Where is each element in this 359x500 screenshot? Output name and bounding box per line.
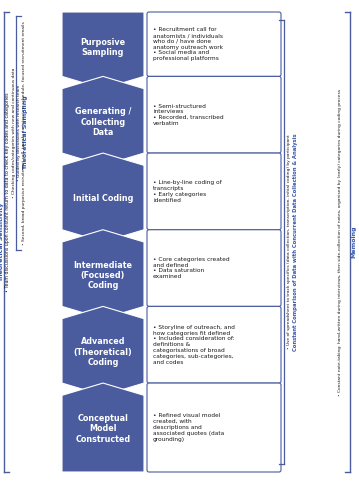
- FancyBboxPatch shape: [147, 153, 281, 230]
- FancyBboxPatch shape: [147, 76, 281, 153]
- Text: Constant Comparison of Data with Concurrent Data Collection & Analysis: Constant Comparison of Data with Concurr…: [293, 133, 298, 351]
- Text: • Use of spreadsheet to track specifics (data collection, transcription, initial: • Use of spreadsheet to track specifics …: [287, 134, 291, 350]
- Text: • Checking codes/categories with new and continuous data
• Guided by discussions: • Checking codes/categories with new and…: [13, 21, 25, 244]
- Polygon shape: [62, 306, 144, 396]
- Text: Initial Coding: Initial Coding: [73, 194, 133, 203]
- Polygon shape: [62, 153, 144, 242]
- Text: Advanced
(Theoretical)
Coding: Advanced (Theoretical) Coding: [74, 337, 132, 367]
- Text: • Recruitment call for
anatomists / individuals
who do / have done
anatomy outre: • Recruitment call for anatomists / indi…: [153, 27, 223, 61]
- Text: • Core categories created
and defined
• Data saturation
examined: • Core categories created and defined • …: [153, 257, 230, 280]
- Polygon shape: [62, 12, 144, 88]
- Text: Theoretical Sensitivity: Theoretical Sensitivity: [0, 202, 5, 282]
- Polygon shape: [62, 383, 144, 472]
- FancyBboxPatch shape: [147, 306, 281, 383]
- Text: • Constant note-taking: hand-written during interviews, then side-collection of : • Constant note-taking: hand-written dur…: [338, 88, 342, 396]
- Text: Intermediate
(Focused)
Coding: Intermediate (Focused) Coding: [74, 260, 132, 290]
- Polygon shape: [62, 76, 144, 166]
- Text: • Line-by-line coding of
transcripts
• Early categories
identified: • Line-by-line coding of transcripts • E…: [153, 180, 222, 203]
- Text: Generating /
Collecting
Data: Generating / Collecting Data: [75, 107, 131, 137]
- FancyBboxPatch shape: [147, 383, 281, 472]
- Text: Memoing: Memoing: [351, 226, 356, 258]
- FancyBboxPatch shape: [147, 230, 281, 306]
- Text: • Team discussions upon constant return to data to check key codes and categorie: • Team discussions upon constant return …: [5, 92, 10, 292]
- Text: Purposive
Sampling: Purposive Sampling: [80, 38, 126, 57]
- Text: • Refined visual model
created, with
descriptions and
associated quotes (data
gr: • Refined visual model created, with des…: [153, 414, 224, 442]
- FancyBboxPatch shape: [147, 12, 281, 76]
- Text: Theoretical Sampling: Theoretical Sampling: [23, 96, 28, 170]
- Polygon shape: [62, 230, 144, 318]
- Text: Conceptual
Model
Constructed: Conceptual Model Constructed: [75, 414, 131, 444]
- Text: • Semi-structured
interviews
• Recorded, transcribed
verbatim: • Semi-structured interviews • Recorded,…: [153, 104, 224, 126]
- Text: • Storyline of outreach, and
how categories fit defined
• Included consideration: • Storyline of outreach, and how categor…: [153, 325, 235, 364]
